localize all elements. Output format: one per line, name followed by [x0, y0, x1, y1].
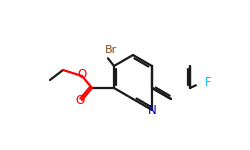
Text: F: F — [205, 75, 212, 88]
Text: O: O — [76, 94, 84, 108]
Text: N: N — [148, 103, 156, 117]
Text: O: O — [78, 69, 87, 81]
Text: Br: Br — [105, 45, 117, 55]
